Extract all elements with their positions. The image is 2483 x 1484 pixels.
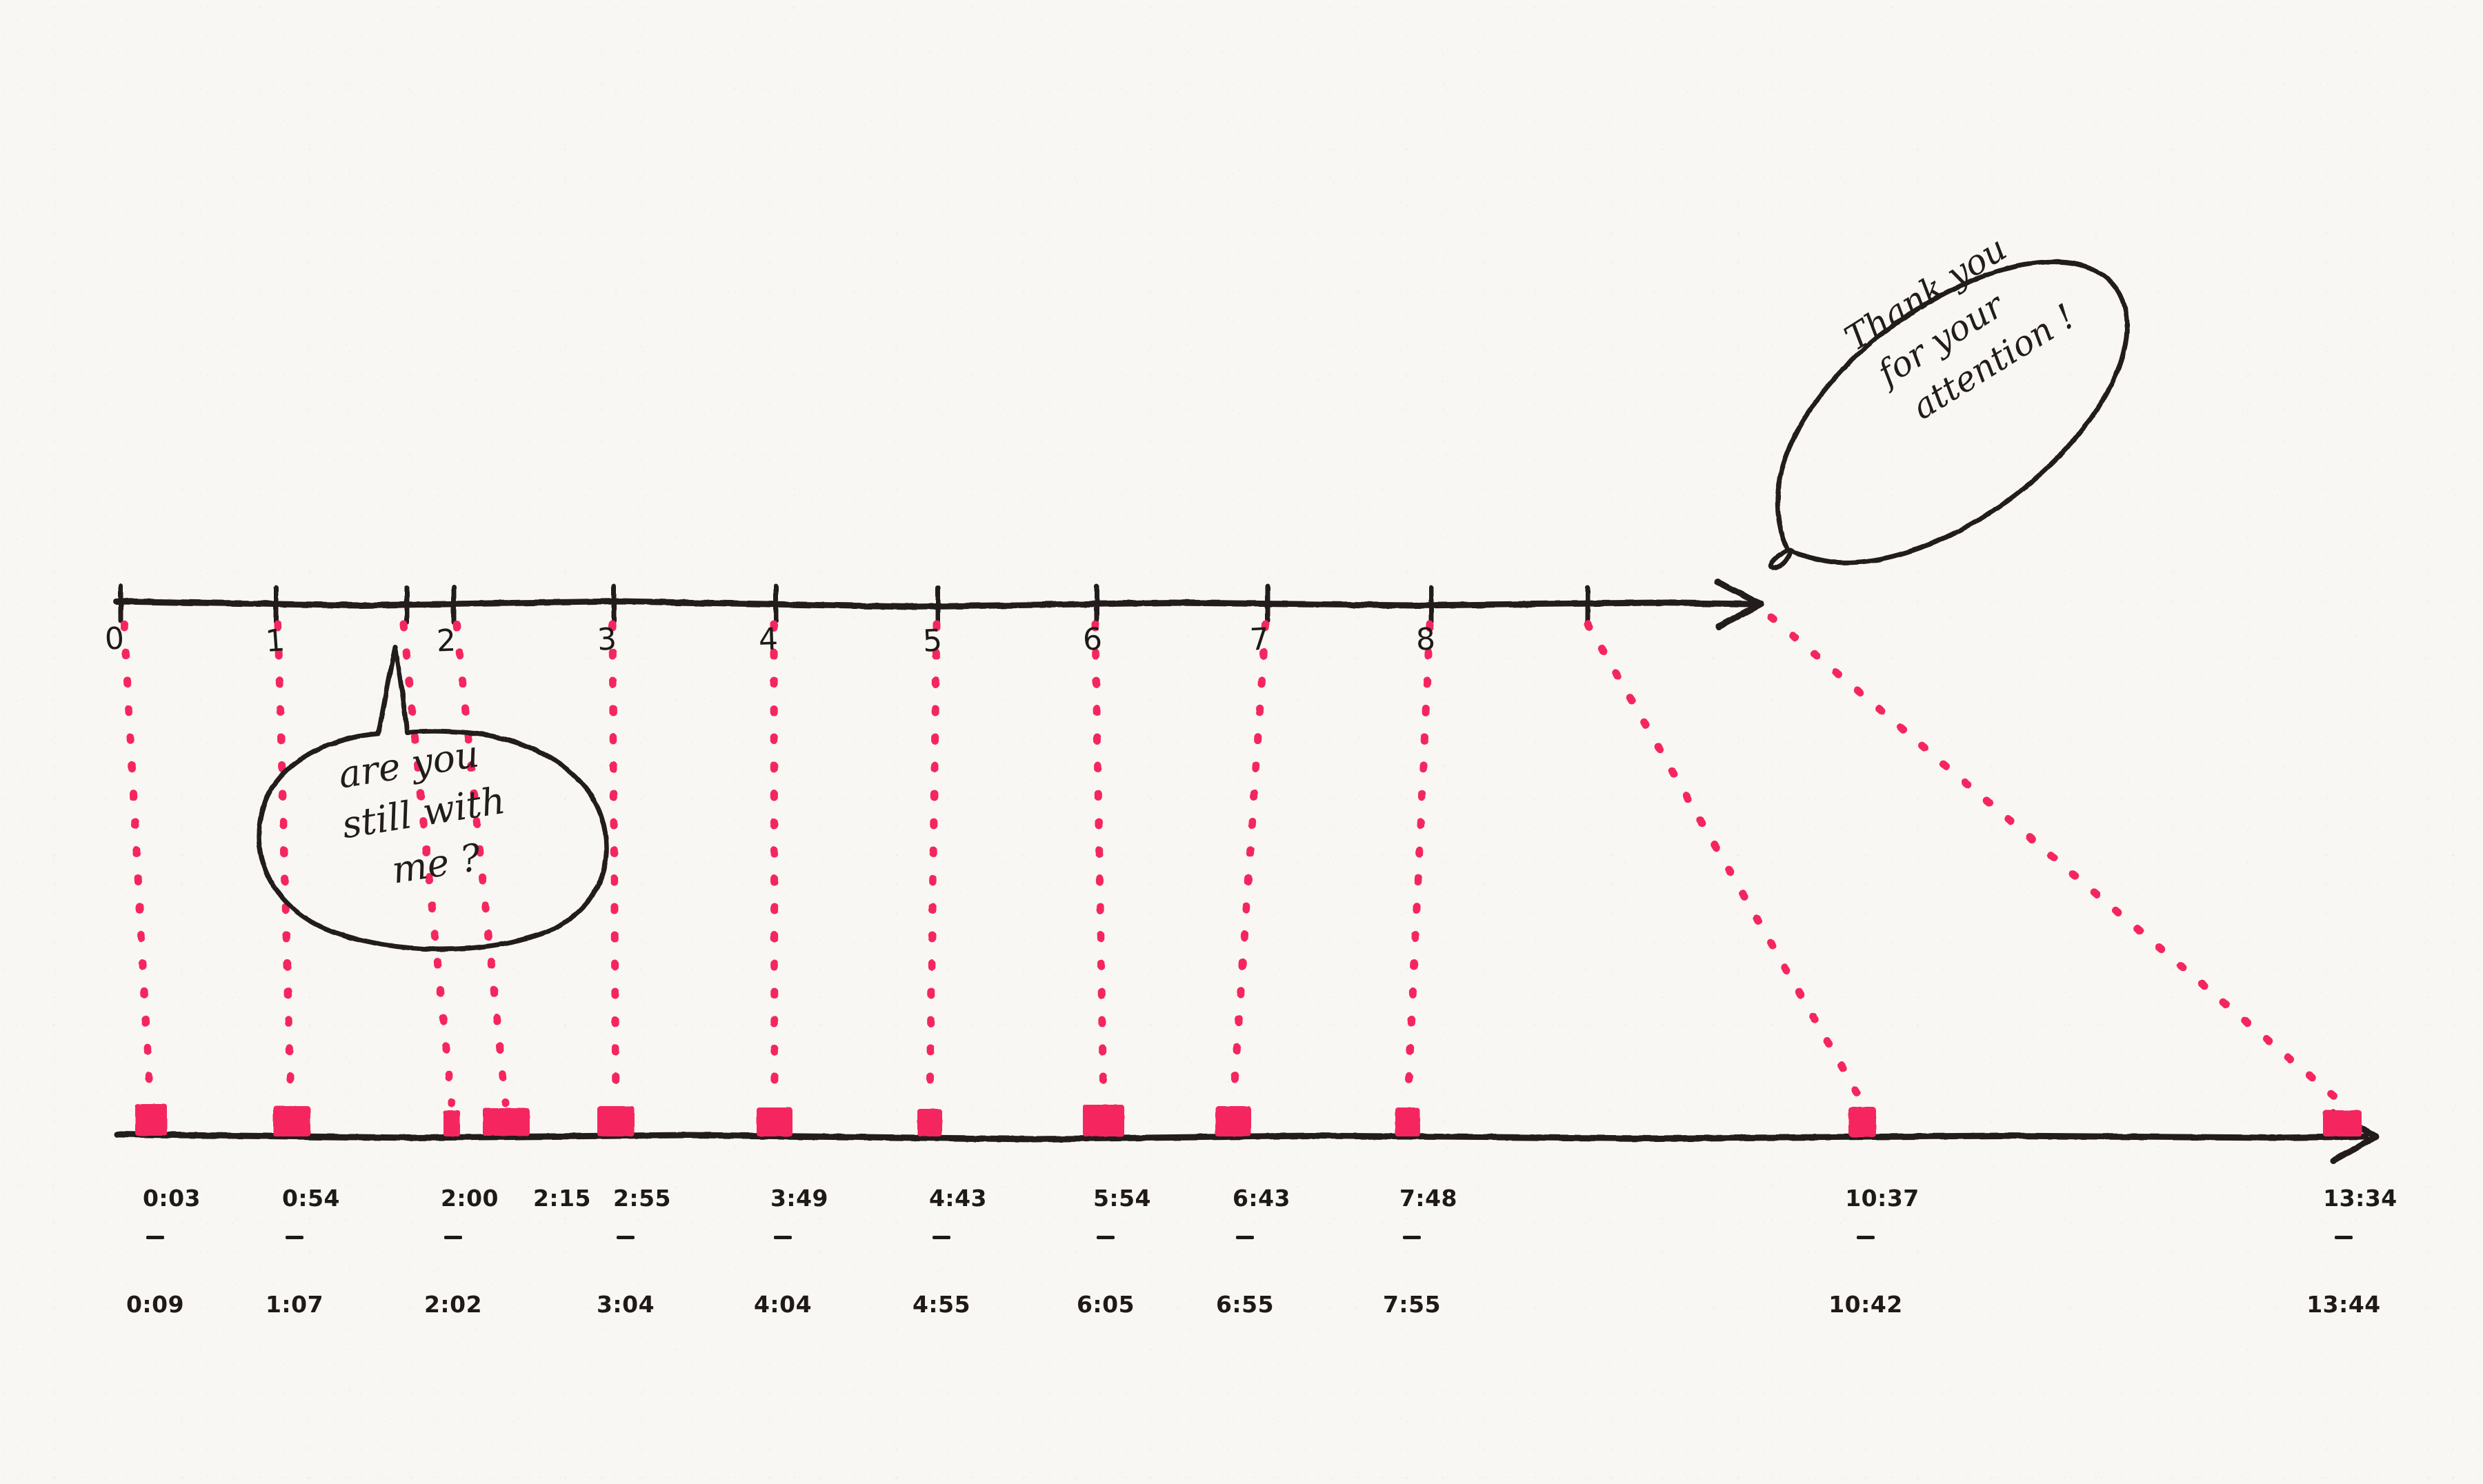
- timestamp-start: 7:48: [1399, 1185, 1458, 1212]
- timestamp-start: 2:55: [612, 1185, 672, 1212]
- bubble-thank-you-outline: [1768, 259, 2130, 571]
- timestamp-label-8: 6:43 6:55: [1193, 1164, 1297, 1361]
- top-axis-line: [112, 598, 1755, 610]
- timestamp-label-3: 2:15: [494, 1164, 597, 1232]
- top-axis-ticks: [118, 583, 1590, 625]
- connector-1334: [1767, 613, 2346, 1107]
- timestamp-start: 2:00: [440, 1185, 499, 1212]
- timestamp-start: 2:15: [532, 1185, 592, 1212]
- timestamp-range-dash: [1236, 1236, 1254, 1239]
- marker-0554: [1083, 1105, 1124, 1136]
- marker-0643: [1215, 1106, 1251, 1136]
- marker-0200: [443, 1110, 460, 1136]
- axis-tick-label-7: 7: [1248, 621, 1270, 658]
- timestamp-range-dash: [933, 1236, 950, 1239]
- timestamp-range-dash: [1097, 1236, 1115, 1239]
- connector-0554: [1091, 620, 1108, 1107]
- bottom-axis-markers: [135, 1104, 2362, 1137]
- timestamp-range-dash: [774, 1236, 792, 1239]
- timestamp-start: 5:54: [1093, 1185, 1152, 1212]
- timestamp-range-dash: [1857, 1236, 1875, 1239]
- timestamp-end: 13:44: [2306, 1291, 2381, 1318]
- timestamp-end: 6:55: [1215, 1291, 1275, 1318]
- marker-0215: [483, 1108, 530, 1136]
- connector-0200: [399, 620, 456, 1107]
- timestamp-start: 3:49: [770, 1185, 829, 1212]
- connector-0349: [770, 620, 779, 1107]
- dotted-connectors: [120, 613, 2346, 1107]
- timestamp-range-dash: [146, 1236, 164, 1239]
- connector-0215: [452, 620, 510, 1107]
- timestamp-label-5: 3:49 4:04: [731, 1164, 835, 1361]
- marker-0443: [917, 1109, 942, 1136]
- axis-tick-label-4: 4: [758, 621, 779, 658]
- axis-tick-label-8: 8: [1415, 621, 1436, 658]
- axis-tick-label-2: 2: [436, 623, 457, 659]
- connector-0443: [926, 620, 941, 1107]
- timestamp-end: 6:05: [1076, 1291, 1135, 1318]
- timestamp-label-0: 0:03 0:09: [103, 1164, 207, 1361]
- connector-1037: [1584, 620, 1866, 1106]
- timestamp-end: 0:09: [126, 1291, 185, 1318]
- timestamp-range-dash: [444, 1236, 462, 1239]
- marker-0349: [757, 1107, 792, 1136]
- connector-0054: [274, 620, 295, 1107]
- timestamp-label-7: 5:54 6:05: [1054, 1164, 1157, 1361]
- bottom-axis-line: [114, 1131, 2369, 1143]
- timestamp-range-dash: [1403, 1236, 1421, 1239]
- timestamp-end: 4:55: [912, 1291, 971, 1318]
- marker-1037: [1848, 1107, 1876, 1137]
- timestamp-range-dash: [286, 1236, 303, 1239]
- timestamp-end: 10:42: [1828, 1291, 1903, 1318]
- axis-tick-label-1: 1: [264, 623, 286, 659]
- timestamp-end: 3:04: [596, 1291, 655, 1318]
- timestamp-range-dash: [2335, 1236, 2353, 1239]
- marker-0255: [597, 1106, 635, 1136]
- timestamp-end: 2:02: [423, 1291, 483, 1318]
- bubble-are-you-outline: [256, 644, 609, 952]
- timestamp-label-2: 2:00 2:02: [401, 1164, 505, 1361]
- timestamp-start: 0:54: [281, 1185, 341, 1212]
- timestamp-end: 7:55: [1382, 1291, 1442, 1318]
- timestamp-range-dash: [617, 1236, 635, 1239]
- timestamp-label-6: 4:43 4:55: [890, 1164, 993, 1361]
- timestamp-label-1: 0:54 1:07: [243, 1164, 346, 1361]
- marker-0054: [273, 1106, 310, 1136]
- timestamp-label-9: 7:48 7:55: [1360, 1164, 1464, 1361]
- marker-0748: [1395, 1107, 1420, 1136]
- connector-0255: [608, 620, 620, 1107]
- connector-0748: [1404, 620, 1434, 1107]
- marker-1334: [2323, 1110, 2362, 1136]
- timestamp-start: 6:43: [1232, 1185, 1291, 1212]
- timestamp-label-11: 13:34 13:44: [2288, 1164, 2399, 1361]
- connector-0003: [120, 620, 154, 1107]
- marker-0003: [135, 1104, 167, 1136]
- timestamp-start: 13:34: [2323, 1185, 2397, 1212]
- timestamp-end: 1:07: [265, 1291, 324, 1318]
- timestamp-start: 0:03: [142, 1185, 201, 1212]
- connector-0643: [1229, 620, 1270, 1107]
- axis-tick-label-5: 5: [921, 623, 944, 659]
- top-axis-arrowhead: [1714, 579, 1764, 630]
- timestamp-end: 4:04: [753, 1291, 812, 1318]
- timestamp-label-4: 2:55 3:04: [574, 1164, 677, 1361]
- axis-tick-label-0: 0: [103, 621, 126, 657]
- axis-tick-label-3: 3: [596, 621, 618, 658]
- timestamp-start: 4:43: [928, 1185, 988, 1212]
- timestamp-label-10: 10:37 10:42: [1811, 1164, 1921, 1361]
- axis-tick-label-6: 6: [1082, 621, 1103, 658]
- timestamp-start: 10:37: [1845, 1185, 1919, 1212]
